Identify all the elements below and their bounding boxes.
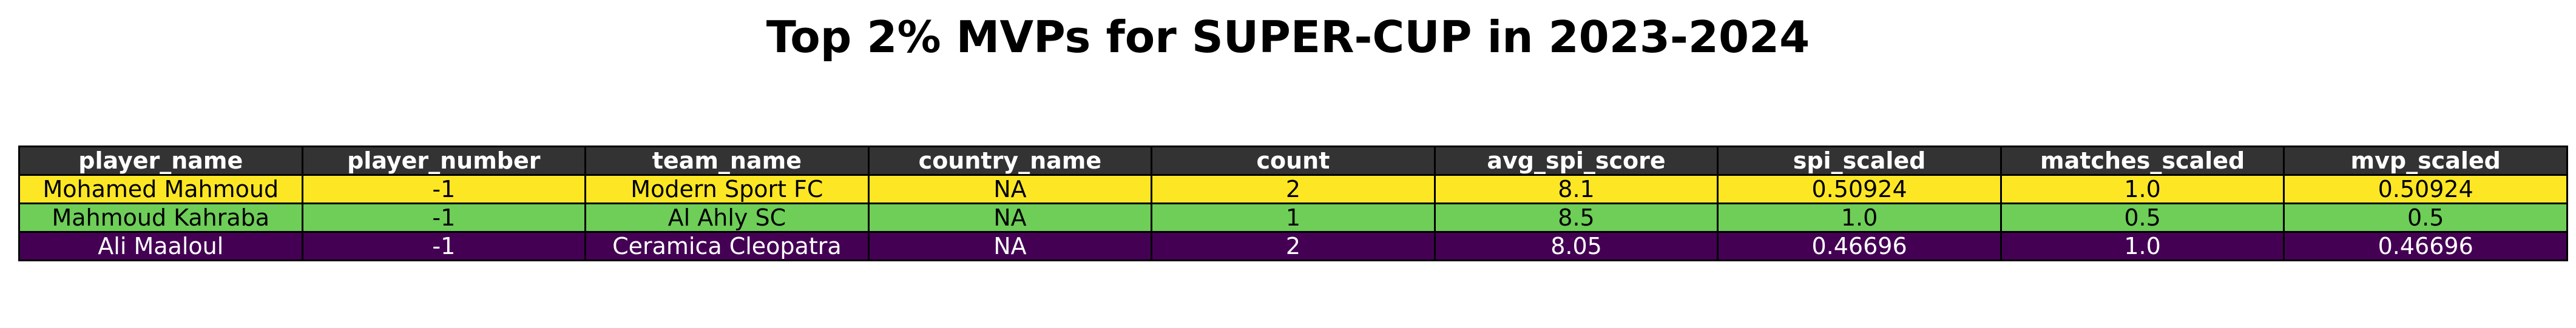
cell-avg-spi-score: 8.1 xyxy=(1433,174,1719,204)
cell-avg-spi-score: 8.5 xyxy=(1433,202,1719,233)
cell-country-name: NA xyxy=(867,231,1153,261)
header-cell-mvp-scaled: mvp_scaled xyxy=(2283,146,2568,176)
header-cell-team-name: team_name xyxy=(584,146,870,176)
cell-count: 1 xyxy=(1151,202,1436,233)
table-row: Ali Maaloul -1 Ceramica Cleopatra NA 2 8… xyxy=(18,231,2568,261)
header-cell-country-name: country_name xyxy=(867,146,1153,176)
cell-country-name: NA xyxy=(867,174,1153,204)
cell-matches-scaled: 0.5 xyxy=(2000,202,2285,233)
cell-spi-scaled: 1.0 xyxy=(1717,202,2002,233)
cell-team-name: Al Ahly SC xyxy=(584,202,870,233)
mvp-table: player_name player_number team_name coun… xyxy=(18,146,2568,261)
header-cell-player-number: player_number xyxy=(301,146,587,176)
cell-matches-scaled: 1.0 xyxy=(2000,231,2285,261)
header-cell-spi-scaled: spi_scaled xyxy=(1717,146,2002,176)
cell-team-name: Modern Sport FC xyxy=(584,174,870,204)
cell-player-name: Mahmoud Kahraba xyxy=(18,202,303,233)
cell-spi-scaled: 0.50924 xyxy=(1717,174,2002,204)
chart-title: Top 2% MVPs for SUPER-CUP in 2023-2024 xyxy=(766,12,1810,62)
header-cell-avg-spi-score: avg_spi_score xyxy=(1433,146,1719,176)
table-row: Mohamed Mahmoud -1 Modern Sport FC NA 2 … xyxy=(18,174,2568,204)
cell-count: 2 xyxy=(1151,231,1436,261)
cell-mvp-scaled: 0.50924 xyxy=(2283,174,2568,204)
cell-spi-scaled: 0.46696 xyxy=(1717,231,2002,261)
cell-matches-scaled: 1.0 xyxy=(2000,174,2285,204)
cell-player-number: -1 xyxy=(301,231,587,261)
table-row: Mahmoud Kahraba -1 Al Ahly SC NA 1 8.5 1… xyxy=(18,202,2568,233)
cell-player-number: -1 xyxy=(301,174,587,204)
cell-player-name: Ali Maaloul xyxy=(18,231,303,261)
cell-country-name: NA xyxy=(867,202,1153,233)
cell-avg-spi-score: 8.05 xyxy=(1433,231,1719,261)
cell-mvp-scaled: 0.46696 xyxy=(2283,231,2568,261)
header-row: player_name player_number team_name coun… xyxy=(18,146,2568,176)
cell-mvp-scaled: 0.5 xyxy=(2283,202,2568,233)
cell-count: 2 xyxy=(1151,174,1436,204)
cell-player-number: -1 xyxy=(301,202,587,233)
cell-player-name: Mohamed Mahmoud xyxy=(18,174,303,204)
header-cell-count: count xyxy=(1151,146,1436,176)
header-cell-matches-scaled: matches_scaled xyxy=(2000,146,2285,176)
cell-team-name: Ceramica Cleopatra xyxy=(584,231,870,261)
header-cell-player-name: player_name xyxy=(18,146,303,176)
